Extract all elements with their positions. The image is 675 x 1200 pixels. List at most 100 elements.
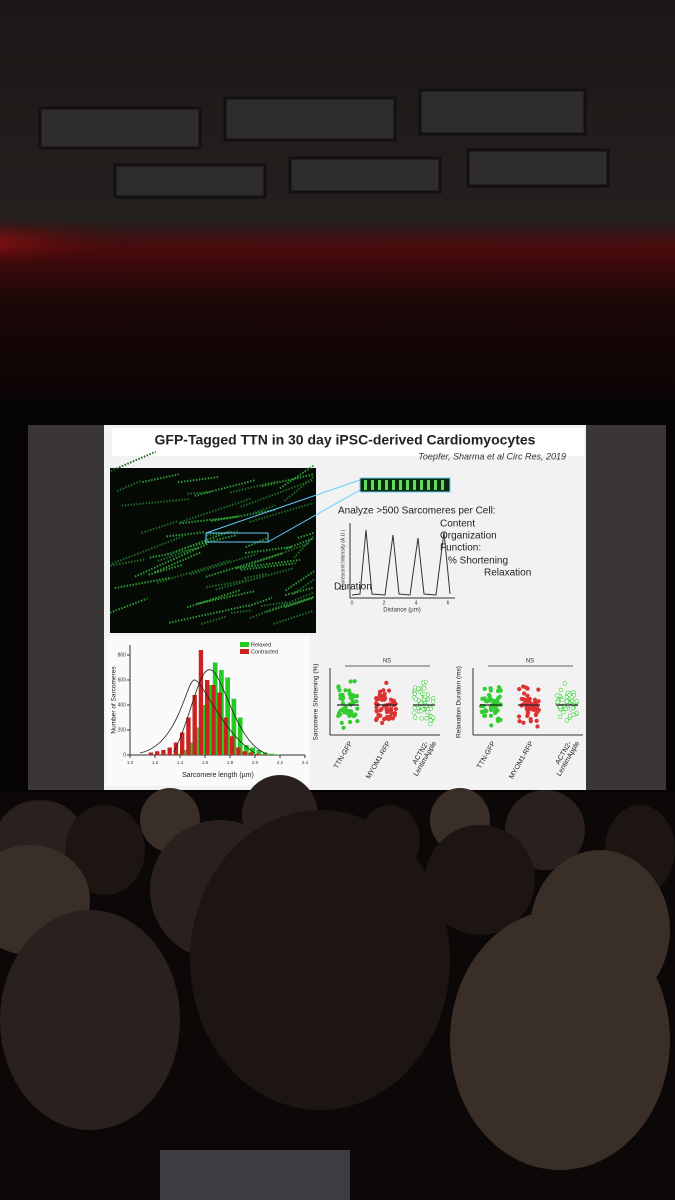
stripe (121, 498, 191, 507)
histogram: 0 200 400 600 800 1.0 1.2 1.4 1.6 1.8 2.0 2.2 2.4 Rel… (111, 642, 309, 779)
dot (422, 686, 427, 691)
dot (574, 699, 579, 704)
dot (555, 693, 560, 698)
stripe (206, 579, 249, 589)
dot (528, 716, 533, 722)
inset-band (434, 480, 437, 490)
dot (488, 706, 494, 712)
head (190, 810, 450, 1110)
stripe (110, 450, 156, 472)
bar (261, 754, 266, 755)
dot (355, 718, 360, 724)
dot (564, 718, 570, 723)
dot (558, 714, 563, 719)
bar (186, 717, 191, 755)
bar (180, 732, 185, 755)
stripe (205, 552, 283, 578)
dot (386, 688, 392, 693)
bar (167, 747, 172, 755)
dot (525, 693, 530, 698)
dot (525, 711, 530, 716)
inset-band (392, 480, 395, 490)
stripe (266, 595, 315, 613)
dot (382, 716, 387, 722)
stripe (190, 553, 258, 576)
dot (430, 699, 435, 704)
dot (517, 719, 522, 724)
dot (431, 715, 436, 720)
stripe (141, 520, 179, 534)
micrograph (110, 468, 316, 633)
stripe (179, 515, 240, 525)
legend-label: Contracted (251, 649, 278, 655)
stripe (157, 546, 200, 562)
analysis-heading: Analyze >500 Sarcomeres per Cell: (338, 506, 496, 517)
dot (374, 709, 379, 714)
bar (211, 685, 216, 755)
dot (340, 707, 346, 713)
dot (488, 688, 493, 693)
x-tick-label: 2.4 (302, 760, 309, 765)
dot (536, 687, 541, 692)
stripe (284, 596, 315, 609)
dot (534, 718, 539, 723)
inset-band (371, 480, 374, 490)
bar (148, 752, 154, 755)
bar (205, 680, 210, 755)
bar (236, 747, 241, 755)
bar (198, 650, 204, 755)
inset-band (420, 480, 423, 490)
dot (533, 712, 539, 717)
dot (428, 706, 434, 711)
x-tick-label: 2.0 (252, 760, 259, 765)
legend-label: Relaxed (251, 642, 271, 648)
dot (564, 699, 569, 704)
head (425, 825, 535, 935)
profile-plot: Fluorescent Intensity (A.U.) Distance (µ… (340, 523, 455, 614)
inset-band (364, 480, 367, 490)
legend-swatch (240, 642, 249, 647)
dot (431, 696, 436, 701)
dot (487, 694, 492, 699)
inset-band (406, 480, 409, 490)
dot (353, 694, 358, 699)
profile-x-tick: 0 (351, 600, 354, 606)
stripe (187, 490, 213, 495)
dot (488, 713, 494, 718)
stripe (134, 542, 209, 578)
dot (420, 680, 426, 685)
stripe (245, 537, 269, 549)
analysis-item: % Shortening (448, 556, 508, 567)
dot (338, 692, 343, 698)
bar (231, 698, 237, 755)
inset-band (399, 480, 402, 490)
dot (337, 688, 342, 693)
bar (192, 695, 197, 755)
dot (558, 687, 563, 693)
stripe (109, 597, 148, 614)
dot (564, 694, 569, 700)
stripe (201, 615, 227, 625)
dot (570, 698, 575, 703)
stripe (149, 552, 174, 559)
dot (412, 685, 418, 690)
inset-band (378, 480, 381, 490)
dot (496, 685, 502, 690)
inset-band (385, 480, 388, 490)
dot (498, 688, 503, 693)
dot (412, 691, 417, 697)
stripe (279, 464, 315, 490)
stripe (249, 502, 314, 523)
bar (248, 752, 254, 755)
stripe (114, 576, 172, 590)
stripe (215, 567, 293, 591)
dot (560, 697, 565, 703)
dot (338, 696, 343, 701)
inset-band (441, 480, 444, 490)
stripe (239, 542, 310, 570)
dot (517, 687, 522, 692)
dot (412, 710, 417, 715)
dot (352, 679, 357, 684)
dot (336, 713, 341, 719)
profile-x-label: Distance (µm) (383, 608, 420, 614)
